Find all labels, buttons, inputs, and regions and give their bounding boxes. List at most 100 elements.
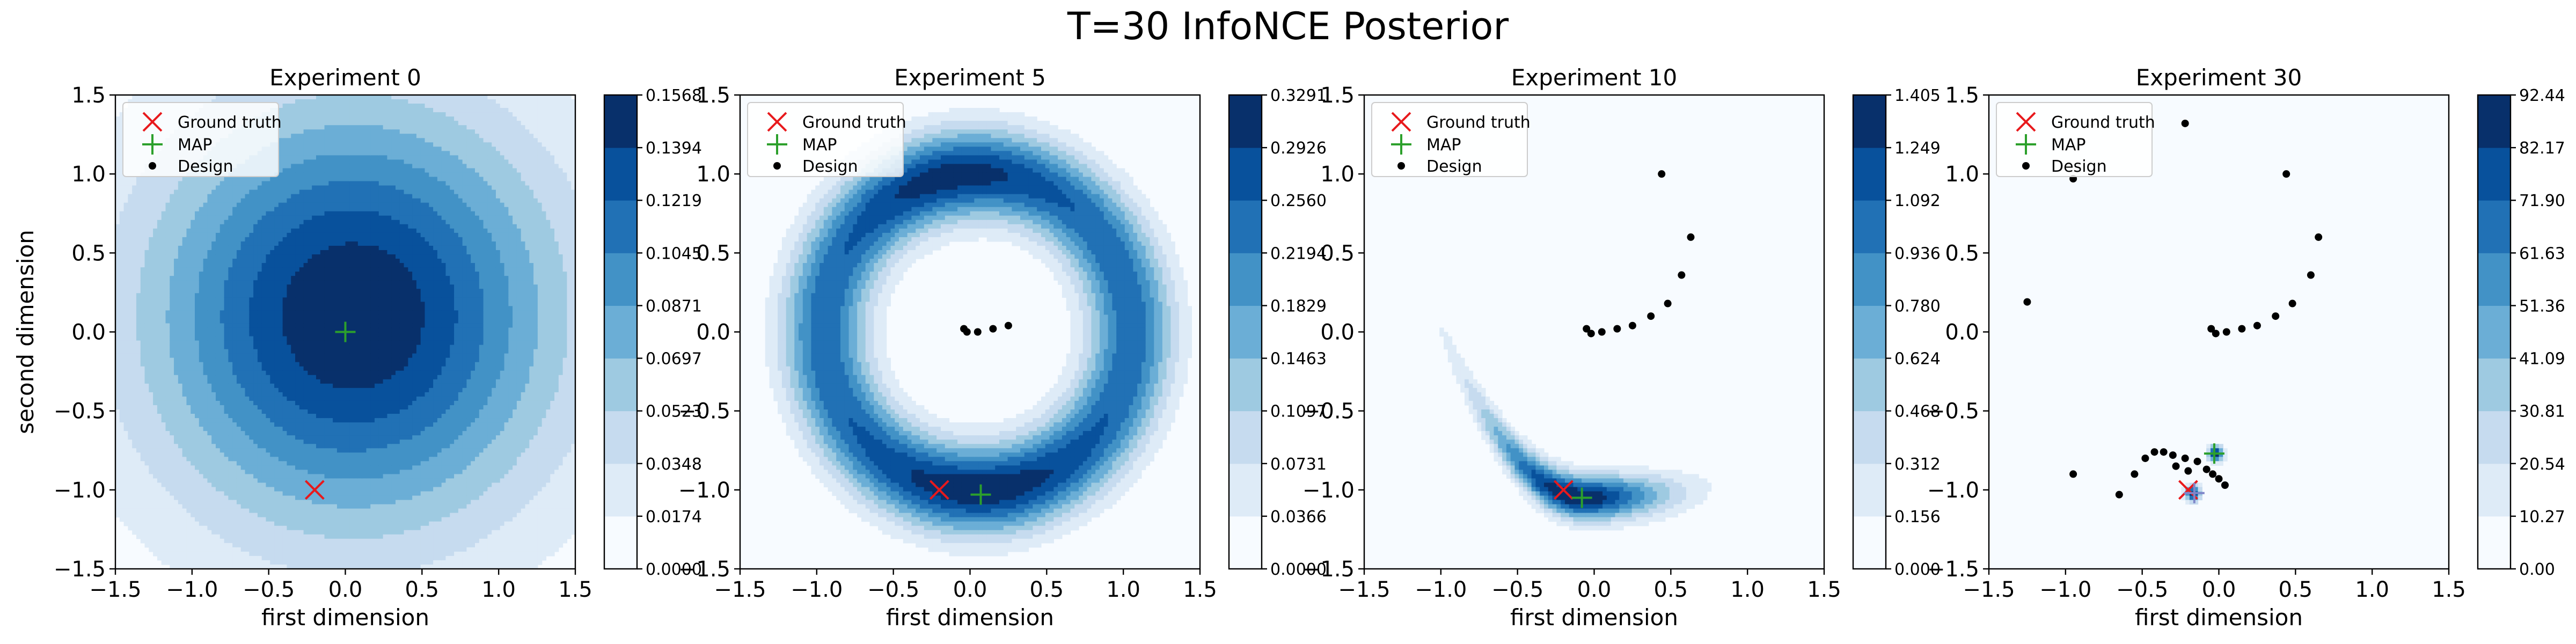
density-cell	[270, 215, 275, 221]
density-cell	[165, 474, 170, 479]
density-cell	[207, 254, 212, 259]
density-cell	[295, 530, 300, 535]
density-cell	[219, 504, 225, 509]
density-cell	[249, 366, 254, 371]
density-cell	[253, 508, 258, 514]
density-cell	[266, 534, 270, 539]
density-cell	[136, 232, 141, 238]
density-cell	[228, 314, 233, 320]
density-cell	[178, 500, 183, 505]
density-cell	[178, 474, 183, 479]
density-cell	[287, 108, 291, 113]
density-cell	[278, 232, 283, 238]
density-cell	[161, 560, 166, 565]
density-cell	[149, 314, 153, 320]
density-cell	[295, 155, 300, 160]
density-cell	[245, 99, 250, 104]
density-cell	[186, 504, 191, 509]
density-cell	[295, 319, 300, 324]
density-cell	[274, 543, 279, 548]
density-cell	[228, 276, 233, 281]
density-cell	[245, 306, 250, 311]
density-cell	[182, 521, 187, 526]
density-cell	[199, 349, 204, 354]
density-cell	[174, 534, 179, 539]
density-cell	[274, 189, 279, 195]
density-cell	[270, 534, 275, 539]
density-cell	[232, 99, 237, 104]
density-cell	[182, 470, 187, 474]
density-cell	[170, 228, 174, 233]
density-cell	[299, 215, 304, 221]
density-cell	[195, 340, 200, 346]
density-cell	[228, 534, 233, 539]
density-cell	[232, 414, 237, 419]
density-cell	[249, 297, 254, 302]
density-cell	[261, 323, 267, 328]
density-cell	[249, 207, 254, 212]
density-cell	[186, 521, 191, 526]
density-cell	[157, 530, 162, 535]
density-cell	[274, 314, 279, 320]
density-cell	[170, 332, 174, 337]
density-cell	[224, 219, 229, 225]
density-cell	[291, 289, 296, 294]
density-cell	[261, 198, 267, 203]
density-cell	[215, 405, 221, 410]
density-cell	[191, 465, 195, 470]
density-cell	[161, 314, 166, 320]
density-cell	[274, 349, 279, 354]
density-cell	[128, 465, 133, 470]
density-cell	[219, 336, 225, 341]
density-cell	[182, 224, 187, 229]
density-cell	[165, 470, 170, 474]
density-cell	[136, 254, 141, 259]
density-cell	[287, 400, 291, 406]
density-cell	[132, 332, 137, 337]
density-cell	[136, 95, 141, 100]
density-cell	[261, 263, 267, 268]
density-cell	[266, 414, 270, 419]
density-cell	[186, 560, 191, 565]
density-cell	[182, 259, 187, 264]
density-cell	[219, 551, 225, 557]
density-cell	[278, 172, 283, 178]
density-cell	[191, 237, 195, 242]
density-cell	[161, 297, 166, 302]
density-cell	[211, 400, 216, 406]
density-cell	[240, 448, 246, 453]
density-cell	[207, 564, 212, 569]
density-cell	[299, 142, 304, 147]
density-cell	[178, 435, 183, 440]
density-cell	[295, 185, 300, 191]
density-cell	[270, 211, 275, 216]
density-cell	[182, 306, 187, 311]
density-cell	[291, 108, 296, 113]
density-cell	[278, 185, 283, 191]
density-cell	[224, 284, 229, 289]
density-cell	[295, 482, 300, 488]
density-cell	[186, 95, 191, 100]
density-cell	[199, 289, 204, 294]
density-cell	[128, 414, 133, 419]
density-cell	[123, 284, 128, 289]
density-cell	[128, 267, 133, 272]
density-cell	[236, 276, 241, 281]
density-cell	[295, 198, 300, 203]
density-cell	[274, 564, 279, 569]
density-cell	[182, 482, 187, 488]
density-cell	[253, 427, 258, 431]
density-cell	[136, 422, 141, 427]
density-cell	[219, 202, 225, 208]
density-cell	[191, 357, 195, 363]
density-cell	[123, 297, 128, 302]
density-cell	[257, 293, 262, 298]
density-cell	[161, 323, 166, 328]
density-cell	[224, 525, 229, 531]
density-cell	[270, 237, 275, 242]
density-cell	[165, 530, 170, 535]
density-cell	[195, 202, 200, 208]
density-cell	[132, 250, 137, 255]
density-cell	[282, 177, 288, 182]
density-cell	[303, 500, 308, 505]
